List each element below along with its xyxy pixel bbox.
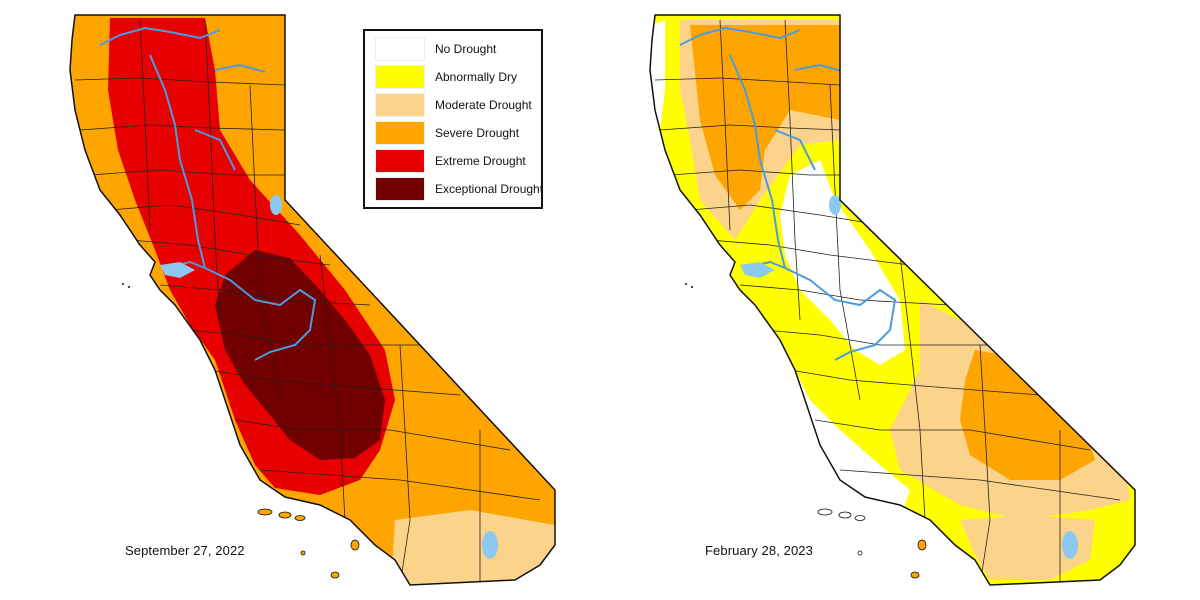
legend-item-no-drought: No Drought <box>375 37 540 61</box>
legend-item-moderate-drought: Moderate Drought <box>375 93 540 117</box>
legend-swatch <box>375 149 425 173</box>
sf-bay <box>740 262 775 278</box>
moderate-drought-south <box>960 515 1095 580</box>
no-drought-north-coast <box>650 20 665 140</box>
lake-tahoe <box>829 195 841 215</box>
legend-item-extreme-drought: Extreme Drought <box>375 149 540 173</box>
sf-bay <box>160 262 195 278</box>
salton-sea <box>482 531 498 559</box>
map-date-label-right: February 28, 2023 <box>705 543 813 558</box>
legend-label: Severe Drought <box>435 126 520 140</box>
legend-label: Exceptional Drought <box>435 182 544 196</box>
rivers <box>99 26 317 361</box>
legend-swatch <box>375 121 425 145</box>
legend-swatch <box>375 65 425 89</box>
offshore-dots <box>685 283 693 288</box>
legend-label: Extreme Drought <box>435 154 526 168</box>
map-date-label-left: September 27, 2022 <box>125 543 245 558</box>
legend-label: Moderate Drought <box>435 98 532 112</box>
moderate-drought-region <box>390 510 555 585</box>
california-outline <box>69 14 556 586</box>
lake-tahoe <box>270 195 282 215</box>
salton-sea <box>1062 531 1078 559</box>
legend-swatch <box>375 37 425 61</box>
legend-item-severe-drought: Severe Drought <box>375 121 540 145</box>
offshore-dots <box>122 283 130 288</box>
drought-map-february-2023 <box>649 14 1136 586</box>
county-lines <box>74 19 541 585</box>
legend-label: No Drought <box>435 42 497 56</box>
legend-item-exceptional-drought: Exceptional Drought <box>375 177 544 201</box>
channel-islands <box>257 508 360 579</box>
legend-swatch <box>375 93 425 117</box>
channel-islands <box>817 508 927 579</box>
severe-drought-north <box>690 25 840 210</box>
severe-drought-east <box>960 350 1095 480</box>
california-outline <box>649 14 1136 586</box>
no-drought-central-valley <box>780 160 905 365</box>
county-lines <box>654 19 1121 585</box>
exceptional-drought-region <box>215 250 385 460</box>
drought-legend: No Drought Abnormally Dry Moderate Droug… <box>363 29 543 209</box>
legend-label: Abnormally Dry <box>435 70 518 84</box>
legend-swatch <box>375 177 425 201</box>
legend-item-abnormally-dry: Abnormally Dry <box>375 65 540 89</box>
